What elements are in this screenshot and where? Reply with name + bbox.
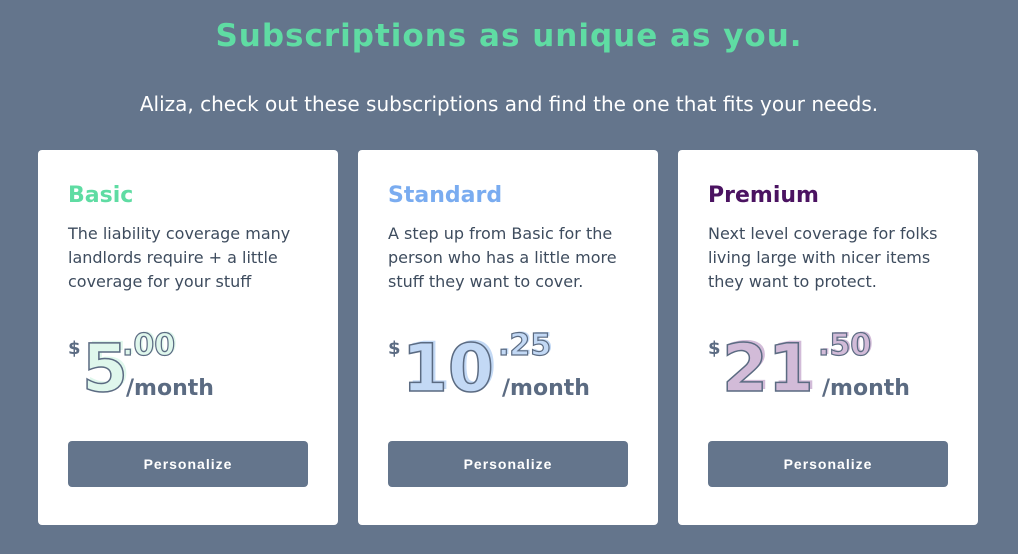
plan-name: Standard: [388, 183, 503, 208]
plan-description: The liability coverage many landlords re…: [68, 224, 291, 291]
plan-card-basic: Basic The liability coverage many landlo…: [38, 150, 338, 525]
price-period: /month: [822, 376, 910, 401]
plan-name: Basic: [68, 183, 134, 208]
plan-description: A step up from Basic for the person who …: [388, 224, 617, 291]
currency-symbol: $: [708, 338, 721, 359]
price-dollars: 5: [81, 329, 128, 408]
price-cents: .50: [817, 327, 872, 363]
personalize-button[interactable]: Personalize: [388, 441, 628, 487]
price-cents: .00: [121, 327, 176, 363]
plan-price: $ 10 .25 /month: [388, 327, 628, 408]
price-dollars: 10: [401, 329, 494, 408]
personalize-button[interactable]: Personalize: [68, 441, 308, 487]
page-headline: Subscriptions as unique as you.: [215, 18, 803, 54]
currency-symbol: $: [68, 338, 81, 359]
plan-name: Premium: [708, 183, 819, 208]
price-period: /month: [126, 376, 214, 401]
price-period: /month: [502, 376, 590, 401]
price-cents: .25: [497, 327, 552, 363]
plan-description: Next level coverage for folks living lar…: [708, 224, 938, 291]
plan-card-premium: Premium Next level coverage for folks li…: [678, 150, 978, 525]
plan-price: $ 21 .50 /month: [708, 327, 948, 408]
personalize-button[interactable]: Personalize: [708, 441, 948, 487]
plan-card-standard: Standard A step up from Basic for the pe…: [358, 150, 658, 525]
plan-price: $ 5 .00 /month: [68, 327, 308, 408]
price-dollars: 21: [721, 329, 814, 408]
page-subtitle: Aliza, check out these subscriptions and…: [139, 92, 879, 116]
currency-symbol: $: [388, 338, 401, 359]
